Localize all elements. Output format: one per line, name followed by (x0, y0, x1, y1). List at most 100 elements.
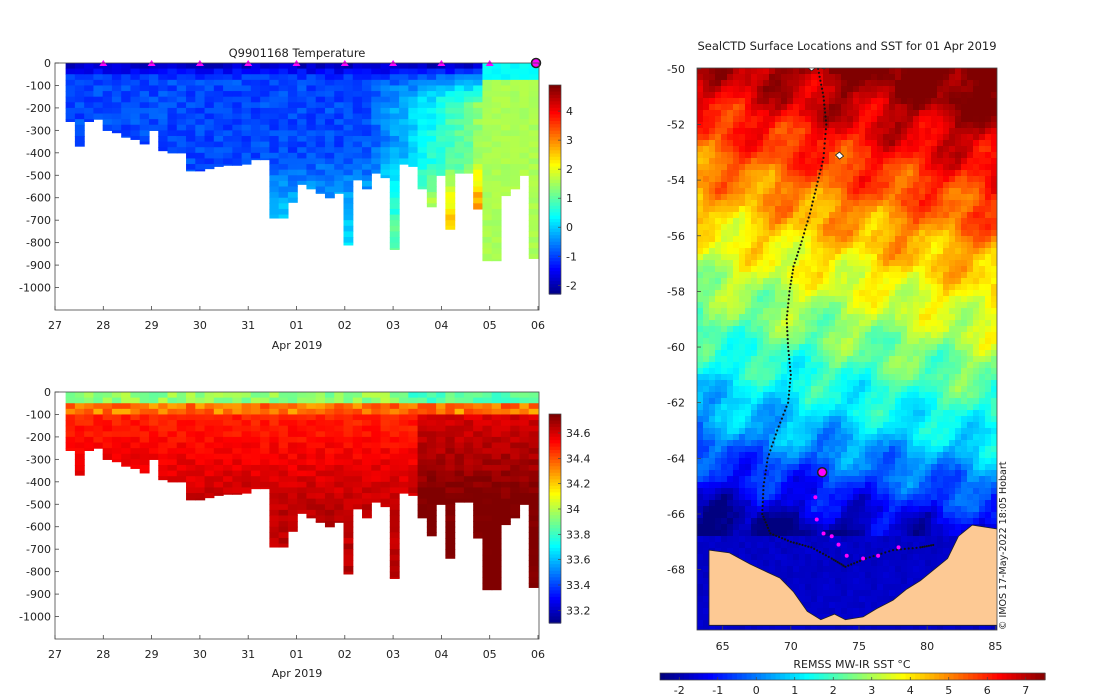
section-cell (445, 113, 456, 120)
sst-cell (895, 320, 902, 327)
section-cell (260, 487, 270, 490)
section-cell (186, 119, 196, 126)
section-cell (223, 408, 233, 416)
sst-cell (715, 128, 722, 135)
sst-cell (703, 248, 710, 255)
sst-cell (913, 344, 920, 351)
section-cell (510, 135, 521, 143)
sst-cell (799, 80, 806, 87)
section-cell (130, 91, 141, 98)
section-cell (260, 420, 270, 427)
sst-cell (835, 104, 842, 111)
section-cell (269, 509, 280, 517)
sst-cell (973, 188, 980, 195)
sst-cell (973, 68, 980, 75)
section-cell (500, 119, 511, 126)
sst-cell (985, 284, 992, 291)
section-cell (519, 436, 530, 444)
sst-cell (883, 320, 890, 327)
sst-cell (883, 350, 890, 357)
sst-cell (943, 128, 950, 135)
section-cell (500, 147, 511, 154)
section-cell (352, 408, 363, 416)
section-cell (510, 96, 521, 103)
colorbar-segment (549, 274, 561, 279)
sst-cell (763, 176, 770, 183)
section-cell (74, 63, 85, 70)
sst-cell (793, 344, 800, 351)
sst-cell (757, 320, 764, 327)
section-cell (528, 392, 539, 399)
sst-cell (739, 92, 746, 99)
section-cell (454, 397, 465, 404)
sst-cell (871, 176, 878, 183)
section-cell (445, 498, 456, 505)
section-cell (399, 403, 409, 410)
sst-cell (955, 140, 962, 147)
colorbar-segment (549, 427, 561, 431)
sst-cell (829, 290, 836, 297)
section-cell (74, 135, 85, 143)
sst-cell (931, 248, 938, 255)
section-cell (306, 436, 317, 444)
sst-cell (961, 224, 968, 231)
section-cell (473, 180, 484, 188)
section-cell (436, 448, 446, 455)
section-cell (417, 515, 428, 519)
section-cell (510, 414, 521, 421)
section-cell (389, 403, 400, 410)
sst-cell (955, 254, 962, 261)
section-cell (102, 436, 113, 444)
sst-cell (745, 182, 752, 189)
sst-cell (949, 128, 956, 135)
section-cell (241, 141, 252, 148)
sst-cell (775, 332, 782, 339)
sst-cell (937, 200, 944, 207)
sst-cell (925, 200, 932, 207)
section-cell (445, 79, 456, 87)
sst-cell (955, 290, 962, 297)
section-cell (223, 425, 233, 432)
date-tick-label: 05 (483, 648, 497, 661)
sst-cell (757, 176, 764, 183)
sst-cell (901, 92, 908, 99)
sst-cell (823, 332, 830, 339)
sst-cell (811, 362, 818, 369)
sst-cell (817, 164, 824, 171)
sst-cell (871, 212, 878, 219)
section-cell (500, 192, 511, 197)
sst-cell (901, 266, 908, 273)
sst-cell (859, 356, 866, 363)
sst-cell (931, 158, 938, 165)
sst-cell (973, 176, 980, 183)
sst-cell (847, 236, 854, 243)
sst-cell (961, 188, 968, 195)
sst-cell (805, 188, 812, 195)
section-cell (473, 498, 484, 505)
section-cell (417, 113, 428, 120)
section-cell (399, 63, 409, 70)
sst-cell (721, 338, 728, 345)
sst-cell (721, 242, 728, 249)
sst-cell (715, 260, 722, 267)
section-cell (389, 420, 400, 427)
sst-cell (823, 134, 830, 141)
sst-cell (865, 284, 872, 291)
sst-cell (811, 272, 818, 279)
section-cell (102, 102, 113, 109)
section-cell (463, 436, 474, 444)
sst-cell (937, 236, 944, 243)
section-cell (463, 453, 474, 460)
section-cell (186, 96, 196, 103)
section-cell (408, 403, 419, 410)
section-cell (454, 113, 465, 120)
sst-cell (775, 272, 782, 279)
sst-cell (913, 98, 920, 105)
colorbar-tick-label: -2 (566, 279, 577, 292)
sst-cell (715, 362, 722, 369)
section-cell (482, 526, 493, 533)
section-cell (510, 431, 521, 438)
sst-cell (931, 290, 938, 297)
section-cell (426, 408, 437, 416)
section-cell (65, 91, 76, 98)
